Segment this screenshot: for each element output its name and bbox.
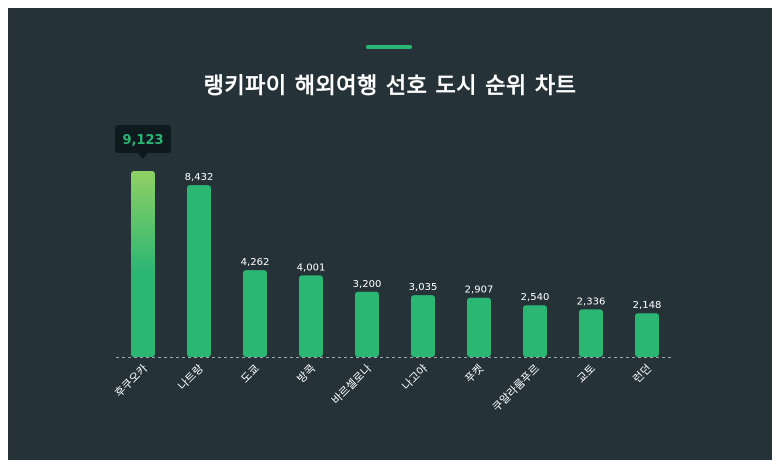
tooltip-pointer bbox=[138, 153, 148, 159]
bar[interactable] bbox=[579, 309, 603, 357]
bar-value-label: 2,148 bbox=[633, 300, 662, 311]
bar[interactable] bbox=[523, 305, 547, 357]
title-accent-line bbox=[366, 45, 412, 49]
chart-title: 랭키파이 해외여행 선호 도시 순위 차트 bbox=[203, 74, 577, 99]
bar[interactable] bbox=[243, 270, 267, 357]
category-tick-label: 후쿠오카 bbox=[112, 362, 150, 400]
bar[interactable] bbox=[635, 313, 659, 357]
category-tick-label: 푸켓 bbox=[463, 362, 487, 386]
category-tick-label: 바르셀로나 bbox=[329, 362, 374, 407]
category-tick-label: 나트랑 bbox=[175, 362, 206, 393]
bar-value-label: 8,432 bbox=[185, 172, 214, 183]
category-tick-label: 교토 bbox=[575, 362, 599, 386]
bar-value-label: 2,907 bbox=[465, 285, 494, 296]
bar-value-label: 4,262 bbox=[241, 257, 270, 268]
category-tick-label: 방콕 bbox=[295, 362, 319, 386]
bar-value-label: 3,035 bbox=[409, 282, 438, 293]
bar[interactable] bbox=[131, 171, 155, 357]
bar-value-label: 9,123 bbox=[122, 133, 163, 148]
category-tick-label: 런던 bbox=[631, 362, 655, 386]
chart-panel: 랭키파이 해외여행 선호 도시 순위 차트 9,123 후쿠오카 8,432 나트랑 4… bbox=[8, 8, 772, 460]
bar[interactable] bbox=[299, 275, 323, 357]
bar[interactable] bbox=[355, 291, 379, 357]
bar[interactable] bbox=[467, 297, 491, 357]
bar-value-label: 3,200 bbox=[353, 279, 382, 290]
value-tooltip bbox=[115, 125, 171, 153]
category-tick-label: 도쿄 bbox=[239, 362, 263, 386]
bar[interactable] bbox=[411, 295, 435, 357]
category-tick-label: 나고야 bbox=[399, 362, 430, 393]
bar-value-label: 2,540 bbox=[521, 292, 550, 303]
bar-value-label: 4,001 bbox=[297, 262, 326, 273]
bar-value-label: 2,336 bbox=[577, 296, 606, 307]
category-tick-label: 쿠알라룸푸르 bbox=[489, 361, 542, 414]
bar[interactable] bbox=[187, 185, 211, 357]
bar-chart: 9,123 후쿠오카 8,432 나트랑 4,262 도쿄 4,001 방콕 3,200 바르셀로… bbox=[112, 125, 674, 414]
